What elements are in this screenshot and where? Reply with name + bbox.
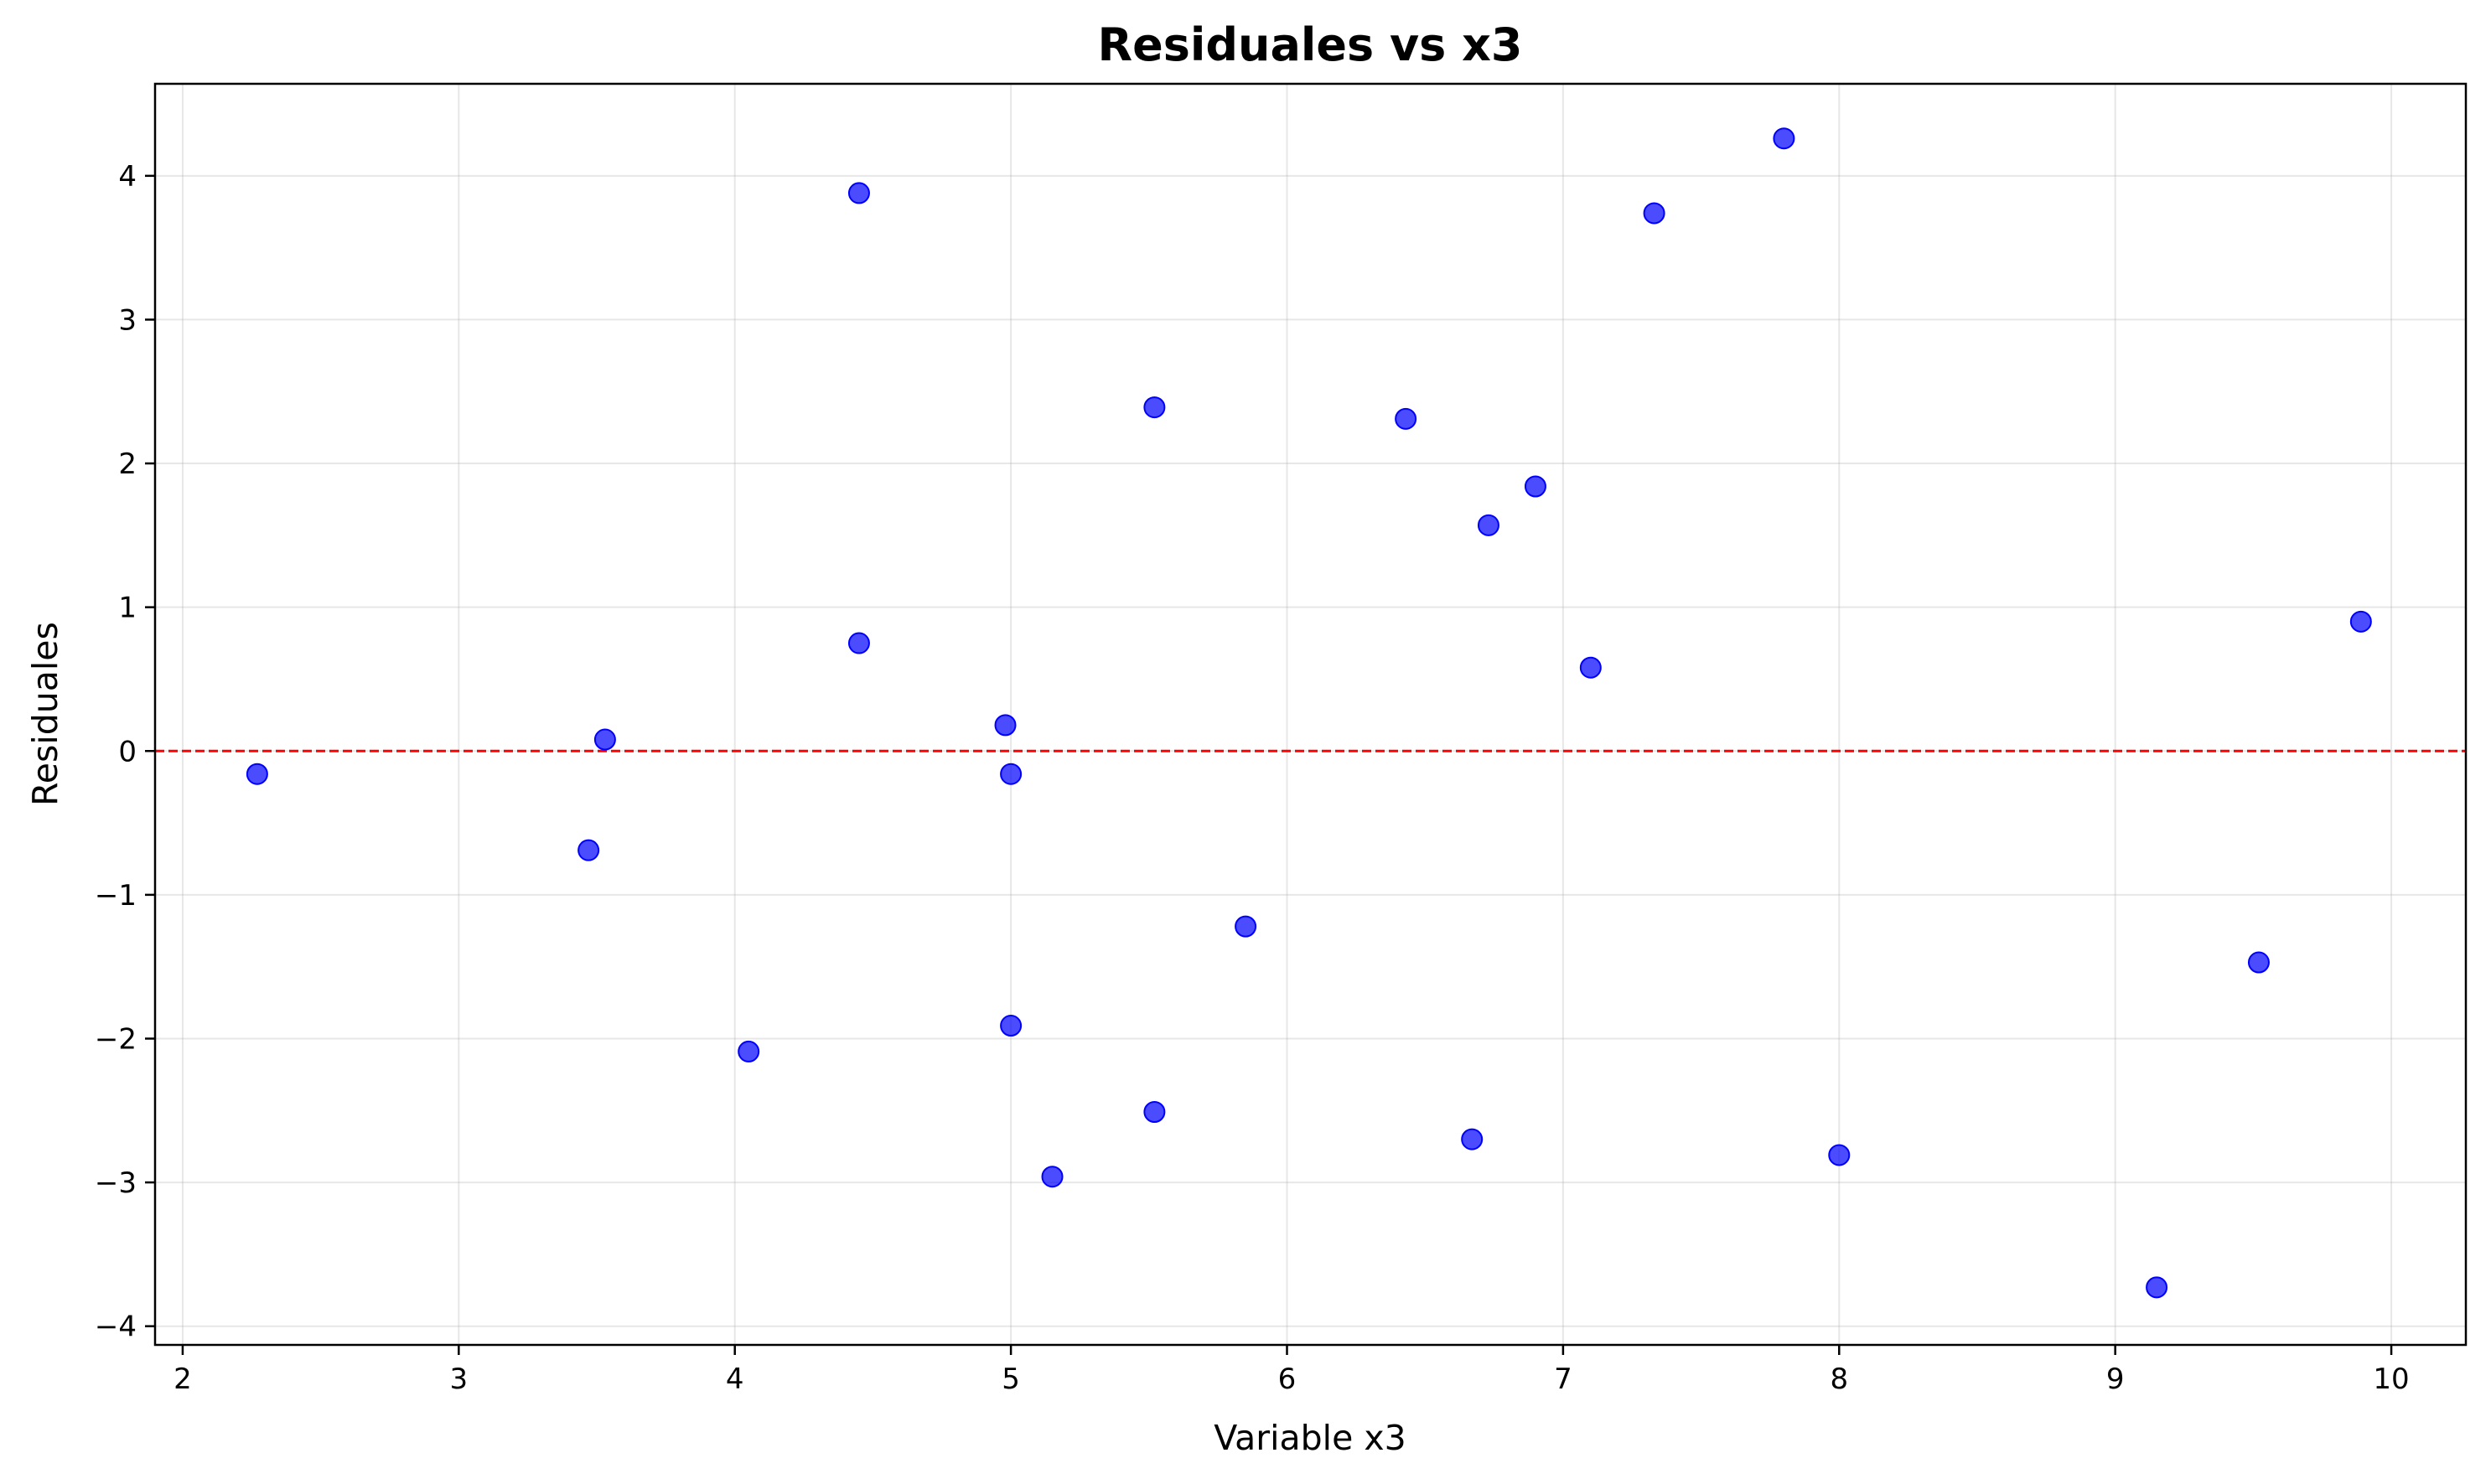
data-point bbox=[1643, 202, 1665, 225]
data-point bbox=[1524, 475, 1546, 498]
data-point bbox=[1828, 1144, 1851, 1166]
chart-title: Residuales vs x3 bbox=[1097, 18, 1522, 71]
grid bbox=[155, 84, 2466, 1345]
x-tick-label: 9 bbox=[2106, 1362, 2125, 1396]
data-point bbox=[1477, 514, 1499, 536]
data-point bbox=[577, 839, 600, 861]
y-tick-label: 1 bbox=[118, 592, 137, 625]
data-point bbox=[1461, 1128, 1484, 1150]
y-tick-label: 3 bbox=[118, 303, 137, 337]
y-tick-label: −4 bbox=[95, 1311, 137, 1344]
data-point bbox=[847, 632, 870, 654]
data-point bbox=[994, 714, 1017, 737]
data-point bbox=[1041, 1166, 1064, 1188]
y-tick-label: 0 bbox=[118, 735, 137, 768]
x-tick-label: 10 bbox=[2373, 1362, 2409, 1396]
data-point bbox=[1000, 1015, 1023, 1037]
data-point bbox=[1000, 763, 1023, 785]
data-point bbox=[1579, 656, 1602, 679]
data-points bbox=[246, 127, 2372, 1299]
x-tick-label: 7 bbox=[1554, 1362, 1572, 1396]
data-point bbox=[1395, 407, 1417, 430]
x-axis-ticks: 2 3 4 5 6 7 8 9 10 bbox=[173, 1345, 2410, 1396]
data-point bbox=[1143, 396, 1166, 419]
data-point bbox=[2349, 610, 2372, 633]
x-axis-label: Variable x3 bbox=[1214, 1418, 1406, 1458]
x-tick-label: 4 bbox=[726, 1362, 744, 1396]
y-tick-label: −2 bbox=[95, 1022, 137, 1056]
y-tick-label: 2 bbox=[118, 447, 137, 481]
data-point bbox=[2146, 1276, 2168, 1299]
x-tick-label: 8 bbox=[1830, 1362, 1848, 1396]
x-tick-label: 3 bbox=[450, 1362, 469, 1396]
y-axis-label: Residuales bbox=[25, 622, 65, 806]
plot-frame bbox=[153, 82, 2468, 1347]
data-point bbox=[593, 728, 616, 751]
data-point bbox=[246, 763, 268, 785]
data-point bbox=[1143, 1100, 1166, 1123]
x-tick-label: 5 bbox=[1002, 1362, 1020, 1396]
y-tick-label: −1 bbox=[95, 879, 137, 913]
y-axis-ticks: −4 −3 −2 −1 0 1 2 3 4 bbox=[95, 160, 155, 1344]
data-point bbox=[738, 1040, 760, 1063]
x-tick-label: 6 bbox=[1278, 1362, 1297, 1396]
data-point bbox=[847, 182, 870, 204]
y-tick-label: −3 bbox=[95, 1166, 137, 1200]
data-point bbox=[1773, 127, 1795, 150]
data-point bbox=[1235, 915, 1257, 938]
data-point bbox=[2247, 951, 2270, 974]
x-tick-label: 2 bbox=[173, 1362, 192, 1396]
y-tick-label: 4 bbox=[118, 160, 137, 194]
